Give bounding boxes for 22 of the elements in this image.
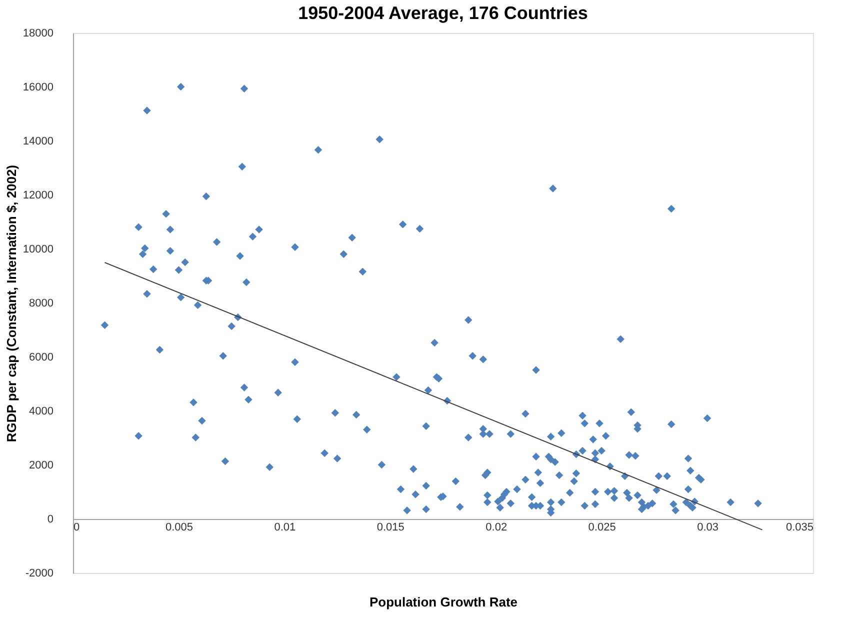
x-tick-label: 0.02 — [486, 522, 508, 534]
y-tick-label: 12000 — [22, 190, 54, 202]
chart-title: 1950-2004 Average, 176 Countries — [298, 3, 588, 23]
x-axis-title: Population Growth Rate — [369, 594, 518, 610]
y-tick-label: 8000 — [29, 298, 54, 310]
y-axis-title: RGDP per cap (Constant, Internation $, 2002) — [4, 164, 19, 442]
y-tick-label: 14000 — [22, 136, 54, 148]
x-tick-label: 0.025 — [588, 522, 616, 534]
y-tick-label: 0 — [47, 514, 54, 526]
y-tick-label: 10000 — [22, 244, 54, 256]
y-tick-label: 6000 — [29, 352, 54, 364]
x-tick-label: 0.035 — [786, 522, 814, 534]
x-tick-label: 0.005 — [165, 522, 193, 534]
y-tick-label: 2000 — [29, 460, 54, 472]
y-tick-label: 18000 — [22, 28, 54, 40]
x-tick-label: 0.015 — [376, 522, 404, 534]
y-tick-label: 4000 — [29, 406, 54, 418]
x-tick-label: 0.03 — [697, 522, 718, 534]
y-tick-label: -2000 — [25, 568, 54, 580]
y-tick-label: 16000 — [22, 82, 54, 94]
x-tick-label: 0.01 — [274, 522, 296, 534]
x-tick-label: 0 — [74, 522, 80, 534]
